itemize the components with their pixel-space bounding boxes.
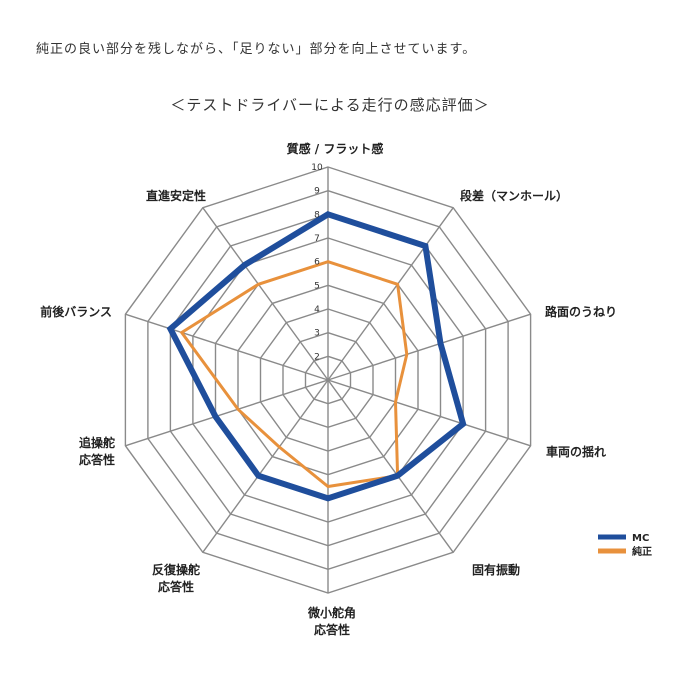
axis-label-1: 段差（マンホール） [460, 188, 568, 203]
grid-spoke-7 [125, 379, 329, 447]
grid-spoke-9 [202, 207, 329, 381]
axis-label-7-line-0: 追操舵 [79, 435, 115, 450]
chart-title: ＜テストドライバーによる走行の感応評価＞ [170, 96, 489, 114]
tick-label-4: 4 [314, 305, 320, 315]
series-0-line [166, 211, 467, 502]
grid-spoke-8 [125, 313, 329, 381]
radar-grid [124, 166, 532, 594]
tick-label-5: 5 [314, 281, 320, 291]
grid-spoke-3 [327, 379, 531, 447]
tick-label-7: 7 [314, 234, 320, 244]
grid-spoke-6 [202, 379, 329, 553]
legend-label-0: MC [632, 533, 649, 544]
grid-spoke-4 [327, 379, 454, 553]
axis-label-0: 質感 / フラット感 [287, 141, 384, 156]
axis-label-7-line-1: 応答性 [79, 452, 115, 467]
radar-axis-labels: 質感 / フラット感段差（マンホール）路面のうねり車両の揺れ固有振動微小舵角応答… [40, 141, 617, 637]
axis-label-9: 直進安定性 [146, 188, 206, 203]
tick-label-2: 2 [314, 352, 320, 362]
axis-label-5-line-0: 微小舵角 [307, 605, 356, 620]
radar-series [166, 211, 467, 502]
legend-label-1: 純正 [632, 545, 652, 558]
axis-label-8: 前後バランス [40, 304, 112, 319]
axis-label-6-line-0: 反復操舵 [152, 562, 200, 577]
intro-text: 純正の良い部分を残しながら、「足りない」部分を向上させています。 [36, 42, 477, 57]
tick-label-8: 8 [314, 210, 320, 220]
series-1-line [179, 260, 409, 489]
tick-label-9: 9 [314, 187, 320, 197]
tick-label-10: 10 [311, 163, 323, 173]
grid-spoke-2 [327, 313, 531, 381]
axis-label-3: 車両の揺れ [546, 444, 606, 459]
grid-spoke-1 [327, 207, 454, 381]
tick-label-3: 3 [314, 329, 320, 339]
axis-label-5-line-1: 応答性 [314, 622, 350, 637]
radar-tick-labels: 2 3 4 5 6 7 8 9 10 [311, 163, 323, 362]
tick-label-6: 6 [314, 258, 320, 268]
axis-label-4: 固有振動 [472, 562, 520, 577]
axis-label-6-line-1: 応答性 [158, 579, 194, 594]
axis-label-2: 路面のうねり [545, 304, 617, 319]
